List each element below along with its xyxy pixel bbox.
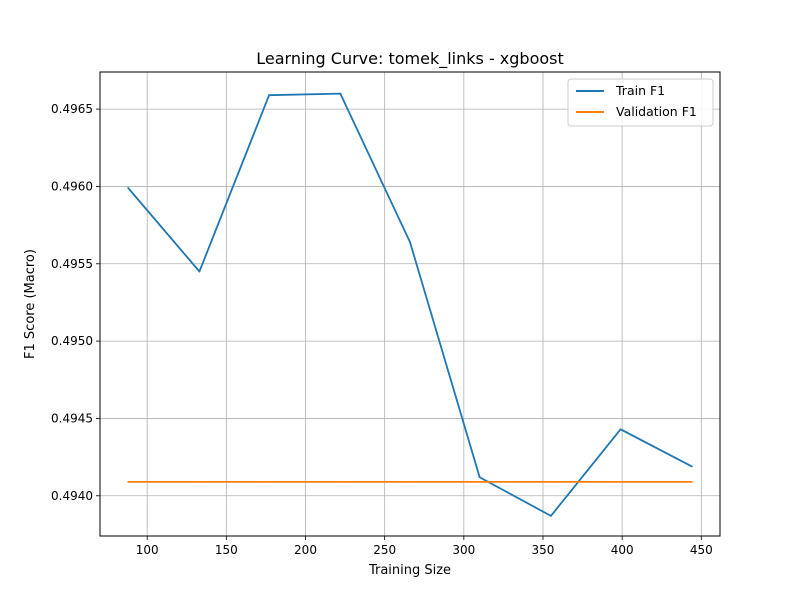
legend-label-validation: Validation F1 (616, 104, 697, 119)
train-data-point (409, 241, 411, 244)
x-tick-label: 350 (532, 543, 555, 557)
x-tick-label: 150 (215, 543, 238, 557)
train-data-point (619, 428, 622, 431)
plot-frame (99, 71, 721, 537)
legend: Train F1 Validation F1 (567, 78, 714, 127)
y-tick-label: 0.4965 (51, 102, 93, 116)
x-tick-label: 400 (611, 543, 634, 557)
validation-data-point (339, 480, 342, 483)
y-tick-label: 0.4955 (51, 257, 93, 271)
y-tick-label: 0.4945 (51, 411, 93, 425)
train-data-point (127, 187, 130, 189)
axis-ticks: 100 150 200 250 300 350 400 450 0.4940 0.4945 0.49… (51, 102, 713, 557)
validation-data-point (550, 480, 552, 483)
x-tick-label: 200 (294, 543, 317, 557)
y-axis-label: F1 Score (Macro) (23, 249, 38, 359)
train-data-point (268, 94, 270, 97)
x-axis-label: Training Size (368, 563, 451, 578)
x-tick-label: 450 (690, 543, 713, 557)
validation-data-point (690, 480, 693, 483)
train-data-point (339, 92, 342, 95)
validation-data-point (127, 480, 130, 483)
x-tick-label: 300 (452, 543, 475, 557)
grid (100, 72, 720, 536)
legend-label-train: Train F1 (615, 83, 665, 98)
validation-data-point (268, 480, 270, 483)
y-tick-label: 0.4940 (51, 489, 93, 503)
plot-lines (127, 92, 693, 517)
train-data-point (690, 465, 693, 468)
validation-data-point (478, 480, 481, 483)
train-data-point (198, 270, 201, 273)
chart-title: Learning Curve: tomek_links - xgboost (256, 49, 564, 69)
validation-data-point (198, 480, 201, 483)
y-tick-label: 0.4960 (51, 179, 93, 193)
train-data-point (478, 476, 481, 479)
y-tick-label: 0.4950 (51, 334, 93, 348)
validation-data-point (409, 480, 411, 483)
x-tick-label: 100 (136, 543, 159, 557)
legend-box (567, 78, 714, 127)
validation-data-point (619, 480, 622, 483)
x-tick-label: 250 (373, 543, 396, 557)
train-data-point (550, 514, 552, 517)
